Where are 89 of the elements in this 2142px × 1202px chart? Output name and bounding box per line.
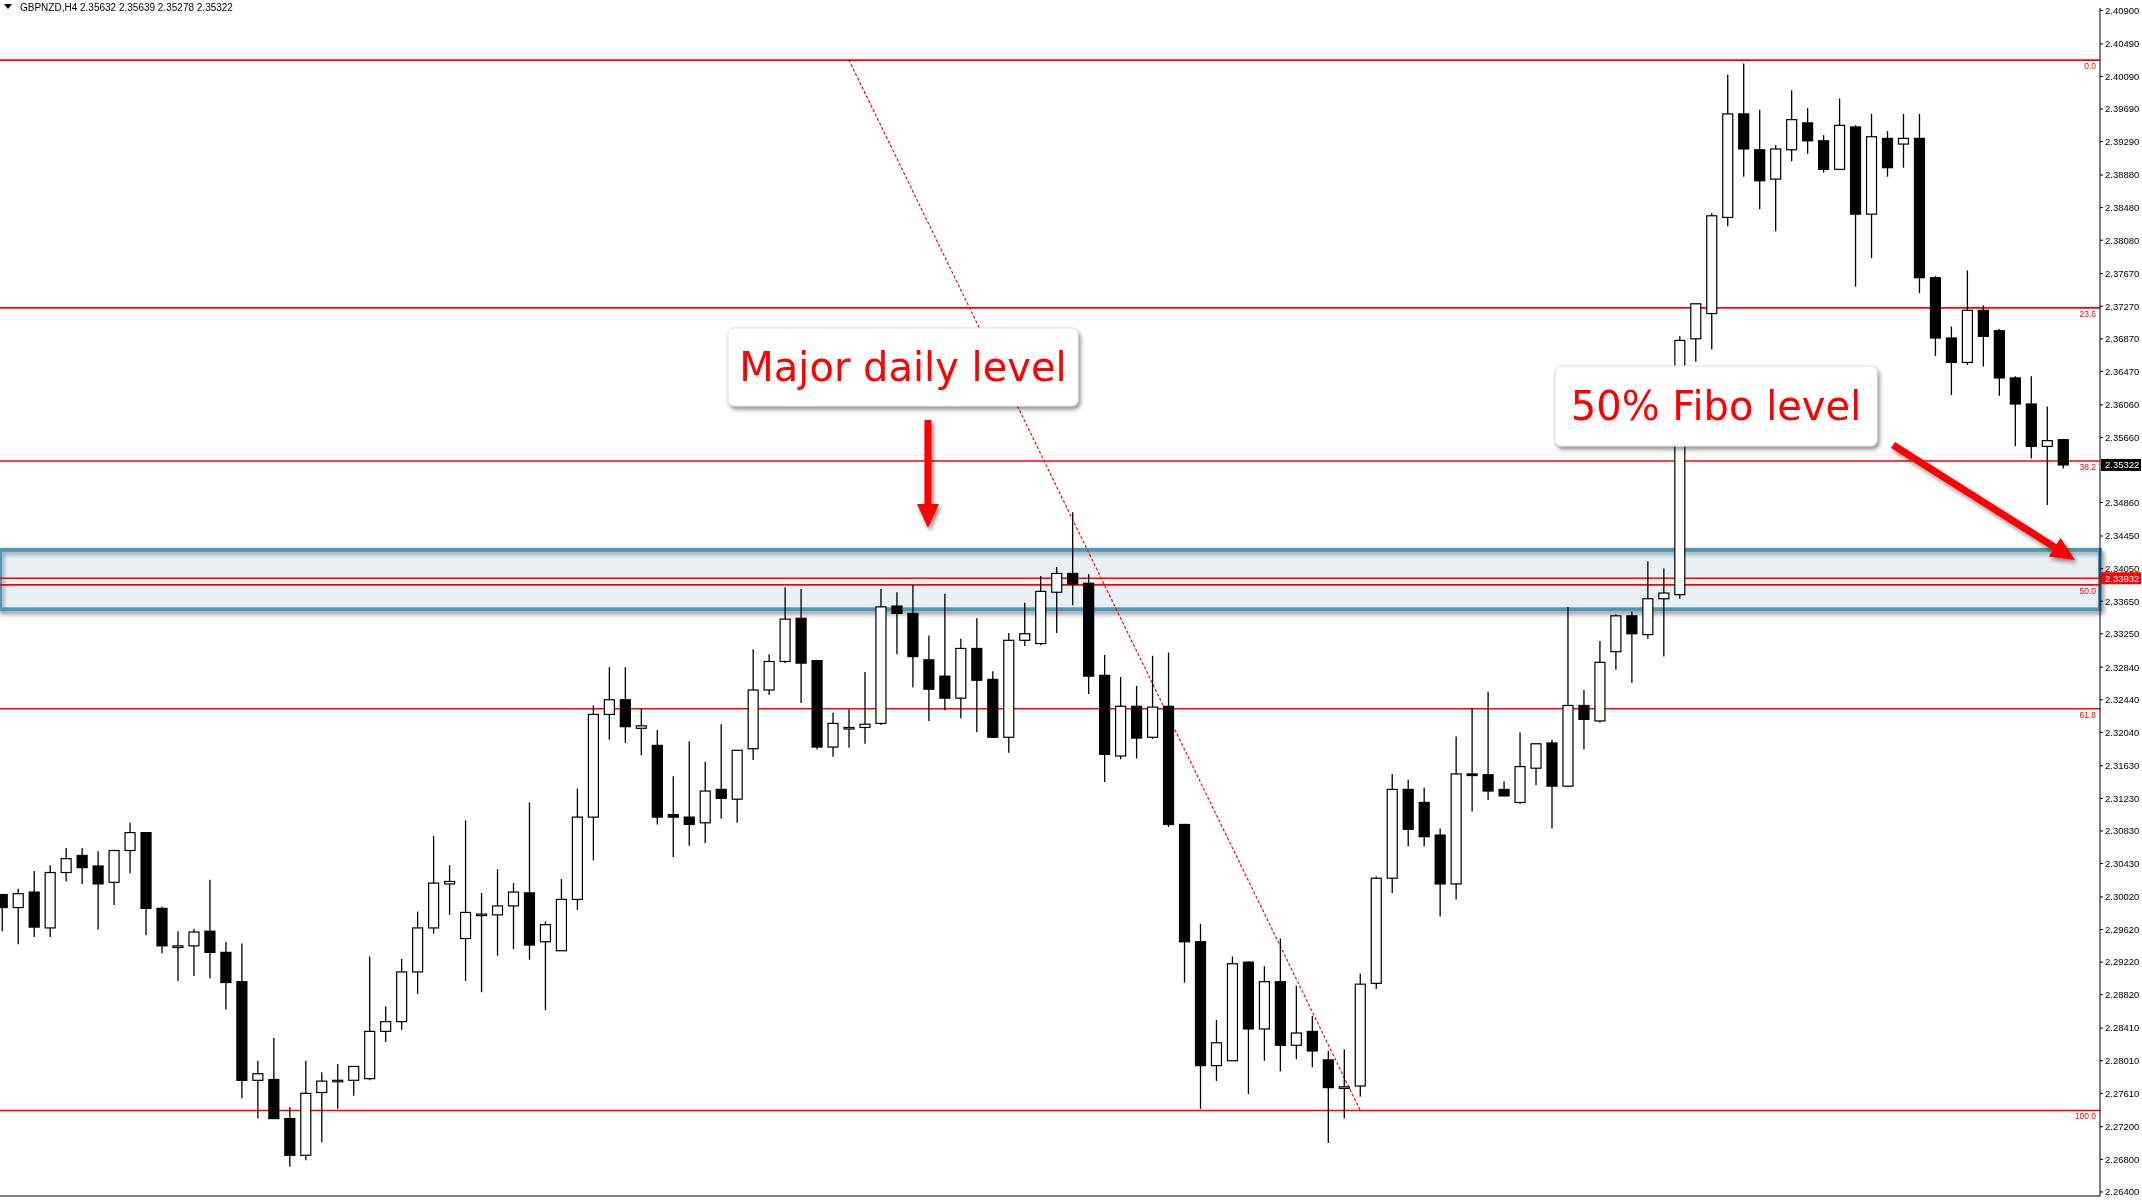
y-tick-label: 2.36060 xyxy=(2105,399,2140,411)
y-tick-label: 2.28010 xyxy=(2105,1055,2140,1067)
candlestick xyxy=(539,920,552,1011)
annotation: Major daily level xyxy=(739,344,1067,390)
y-tick-label: 2.40490 xyxy=(2105,38,2140,50)
candlestick xyxy=(1051,566,1063,634)
y-tick-label: 2.29620 xyxy=(2105,923,2140,935)
y-tick-label: 2.26400 xyxy=(2105,1186,2140,1198)
candlestick xyxy=(827,712,839,758)
y-tick-label: 2.35660 xyxy=(2105,431,2140,443)
y-tick-label: 2.34450 xyxy=(2105,530,2140,542)
candlestick xyxy=(1482,690,1494,801)
candlestick xyxy=(635,708,647,756)
candlestick xyxy=(1210,1019,1223,1082)
y-tick-label: 2.29220 xyxy=(2105,956,2140,968)
y-tick-label: 2.26800 xyxy=(2105,1153,2140,1165)
candlestick xyxy=(491,868,504,957)
candlestick xyxy=(683,740,695,847)
y-tick-label: 2.36470 xyxy=(2105,365,2140,377)
y-tick-label: 2.38480 xyxy=(2105,201,2140,213)
candlestick xyxy=(1626,611,1638,684)
y-tick-label: 2.34860 xyxy=(2105,496,2140,508)
y-tick-label: 2.39690 xyxy=(2105,103,2140,115)
candlestick xyxy=(124,822,136,874)
candlestick xyxy=(172,930,184,982)
candlestick xyxy=(188,928,200,977)
candlestick xyxy=(843,708,855,749)
candlestick xyxy=(859,671,871,745)
y-tick-label: 2.31630 xyxy=(2105,760,2140,772)
candlestick xyxy=(443,864,456,916)
y-tick-label: 2.38880 xyxy=(2105,169,2140,181)
annotation: 50.0 xyxy=(2079,585,2097,596)
candlestick xyxy=(348,1065,360,1097)
text: 2.35322 xyxy=(2105,459,2140,471)
annotation: 23.6 xyxy=(2079,308,2097,319)
y-tick-label: 2.30830 xyxy=(2105,825,2140,837)
candlestick xyxy=(1658,567,1670,658)
candlestick xyxy=(2041,405,2053,506)
annotation: 50% Fibo level xyxy=(1570,383,1862,429)
candlestick xyxy=(667,775,679,858)
candlestick xyxy=(603,666,615,741)
candlestick xyxy=(12,888,24,945)
candlestick xyxy=(60,847,72,883)
y-tick-label: 2.37270 xyxy=(2105,300,2140,312)
y-tick-label: 2.28820 xyxy=(2105,989,2140,1001)
annotation: 0.0 xyxy=(2084,61,2097,72)
annotation: 100.0 xyxy=(2074,1111,2097,1122)
candlestick xyxy=(1802,107,1814,155)
candlestick xyxy=(1578,689,1590,751)
y-tick-label: 2.36870 xyxy=(2105,333,2140,345)
y-tick-label: 2.28410 xyxy=(2105,1022,2140,1034)
candlestick xyxy=(204,879,216,980)
y-tick-label: 2.37670 xyxy=(2105,267,2140,279)
candlestick xyxy=(475,892,488,993)
candlestick xyxy=(891,591,903,655)
candlestick xyxy=(316,1071,328,1143)
candlestick xyxy=(1306,1015,1318,1068)
y-tick-label: 2.32440 xyxy=(2105,694,2140,706)
y-tick-label: 2.34050 xyxy=(2105,562,2140,574)
y-tick-label: 2.30020 xyxy=(2105,891,2140,903)
candlestick xyxy=(1338,1048,1350,1120)
y-tick-label: 2.33650 xyxy=(2105,595,2140,607)
annotation: 38.2 xyxy=(2079,462,2097,473)
candlestick xyxy=(92,850,104,931)
y-tick-label: 2.27610 xyxy=(2105,1087,2140,1099)
ref-line-label: 2.33932 xyxy=(2105,572,2140,584)
candlestick xyxy=(1897,113,1910,169)
candlestick xyxy=(380,1005,392,1043)
y-tick-label: 2.30430 xyxy=(2105,857,2140,869)
candlestick xyxy=(1019,602,1031,647)
y-tick-label: 2.40900 xyxy=(2105,4,2140,16)
candlestick xyxy=(1466,707,1478,813)
chart-title: GBPNZD,H4 2.35632 2.35639 2.35278 2.35322 xyxy=(20,1,234,13)
y-tick-label: 2.39290 xyxy=(2105,135,2140,147)
y-tick-label: 2.27200 xyxy=(2105,1121,2140,1133)
y-tick-label: 2.31230 xyxy=(2105,792,2140,804)
candlestick xyxy=(76,847,88,885)
candlestick xyxy=(507,882,520,950)
y-tick-label: 2.32040 xyxy=(2105,726,2140,738)
annotation: 61.8 xyxy=(2079,709,2097,720)
y-tick-label: 2.40090 xyxy=(2105,70,2140,82)
y-tick-label: 2.33250 xyxy=(2105,628,2140,640)
candlestick xyxy=(1067,511,1079,606)
candlestick xyxy=(252,1060,264,1120)
y-tick-label: 2.32840 xyxy=(2105,661,2140,673)
y-tick-label: 2.38080 xyxy=(2105,234,2140,246)
candlestick xyxy=(715,723,727,820)
candlestick xyxy=(939,593,951,712)
candlestick xyxy=(1290,985,1302,1060)
